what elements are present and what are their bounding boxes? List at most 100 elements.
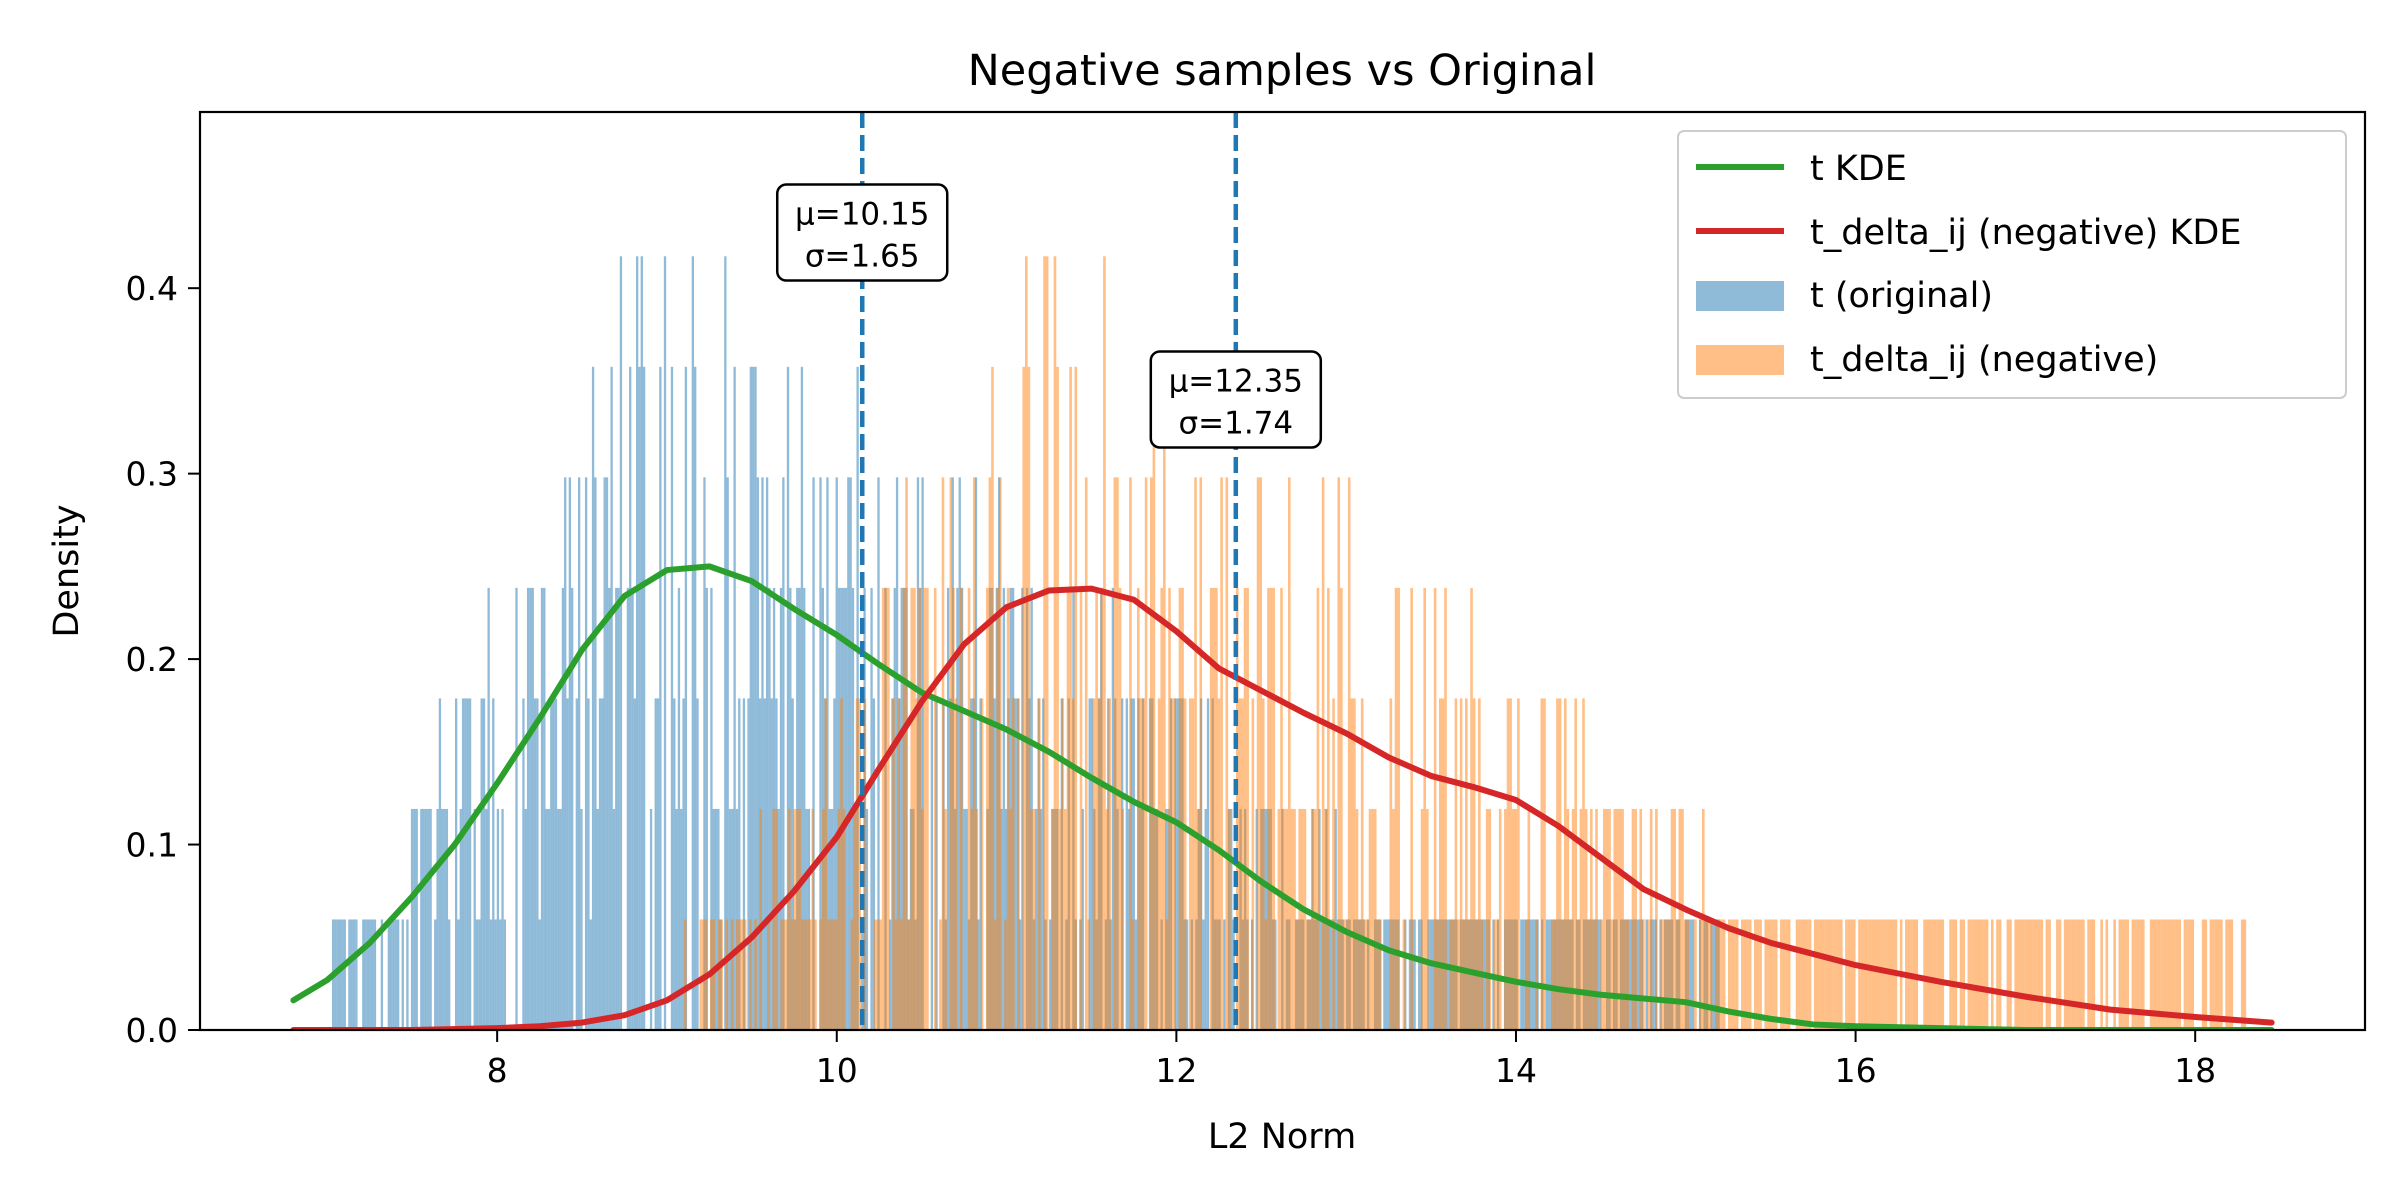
histogram-bar xyxy=(1579,808,1583,1030)
histogram-bar xyxy=(780,919,783,1030)
histogram-bar xyxy=(1613,808,1617,1030)
histogram-bar xyxy=(1767,919,1770,1030)
histogram-bar xyxy=(552,698,555,1030)
histogram-bar xyxy=(605,477,609,1030)
histogram-bar xyxy=(1127,808,1131,1030)
histogram-bar xyxy=(1006,587,1010,1030)
histogram-bar xyxy=(2014,919,2018,1030)
histogram-bar xyxy=(1035,808,1038,1030)
histogram-bar xyxy=(663,256,667,1030)
histogram-bar xyxy=(777,808,780,1030)
histogram-bar xyxy=(1566,808,1570,1030)
histogram-bar xyxy=(842,808,846,1030)
histogram-bar xyxy=(415,808,418,1030)
histogram-bar xyxy=(1293,808,1296,1030)
histogram-bar xyxy=(1176,698,1180,1030)
histogram-bar xyxy=(559,808,562,1030)
histogram-bar xyxy=(1949,919,1952,1030)
histogram-bar xyxy=(1826,919,1830,1030)
histogram-bar xyxy=(434,919,437,1030)
histogram-bar xyxy=(1587,919,1591,1030)
histogram-bar xyxy=(1662,919,1666,1030)
histogram-bar xyxy=(1933,919,1937,1030)
histogram-bar xyxy=(1879,919,1882,1030)
histogram-bar xyxy=(756,477,759,1030)
histogram-bar xyxy=(1116,477,1119,1030)
histogram-bar xyxy=(436,808,439,1030)
histogram-bar xyxy=(2092,919,2096,1030)
histogram-bar xyxy=(524,808,527,1030)
histogram-bar xyxy=(2037,919,2041,1030)
histogram-bar xyxy=(1404,919,1407,1030)
histogram-bar xyxy=(2227,919,2231,1030)
histogram-bar xyxy=(1522,919,1525,1030)
histogram-bar xyxy=(413,808,416,1030)
histogram-bar xyxy=(1081,808,1084,1030)
histogram-bar xyxy=(1212,587,1216,1030)
histogram-bar xyxy=(390,919,393,1030)
histogram-bar xyxy=(2032,919,2036,1030)
histogram-bar xyxy=(1032,808,1036,1030)
histogram-bar xyxy=(1256,477,1260,1030)
histogram-bar xyxy=(1056,366,1059,1030)
histogram-bar xyxy=(1168,587,1171,1030)
histogram-bar xyxy=(1977,919,1981,1030)
histogram-bar xyxy=(1534,919,1537,1030)
histogram-bar xyxy=(1720,919,1723,1030)
histogram-bar xyxy=(1881,919,1885,1030)
histogram-bar xyxy=(575,698,578,1030)
histogram-bar xyxy=(1165,919,1169,1030)
histogram-bar xyxy=(1132,698,1135,1030)
x-tick-label: 18 xyxy=(2174,1051,2216,1090)
histogram-bar xyxy=(1004,919,1007,1030)
legend: t KDE t_delta_ij (negative) KDE t (origi… xyxy=(1677,130,2347,399)
histogram-bar xyxy=(770,698,773,1030)
histogram-bar xyxy=(1439,698,1442,1030)
histogram-bar xyxy=(515,587,518,1030)
histogram-bar xyxy=(1556,698,1559,1030)
histogram-bar xyxy=(656,698,660,1030)
histogram-bar xyxy=(918,587,921,1030)
histogram-bar xyxy=(725,919,729,1030)
histogram-bar xyxy=(996,587,999,1030)
legend-label-t-kde: t KDE xyxy=(1810,149,1907,189)
stats-annotation-mean: μ=12.35 xyxy=(1169,363,1303,399)
histogram-bar xyxy=(1413,919,1416,1030)
histogram-bar xyxy=(1571,808,1575,1030)
histogram-bar xyxy=(892,698,895,1030)
histogram-bar xyxy=(726,477,729,1030)
histogram-bar xyxy=(788,808,791,1030)
histogram-bar xyxy=(536,698,539,1030)
histogram-bar xyxy=(1686,919,1689,1030)
histogram-bar xyxy=(1834,919,1838,1030)
histogram-bar xyxy=(874,919,877,1030)
histogram-bar xyxy=(1363,919,1367,1030)
histogram-bar xyxy=(1355,808,1359,1030)
histogram-bar xyxy=(2139,919,2142,1030)
histogram-bar xyxy=(1722,919,1726,1030)
histogram-bar xyxy=(1595,808,1598,1030)
histogram-t-negative xyxy=(683,256,2247,1030)
histogram-bar xyxy=(1871,919,1874,1030)
axes-layer: 8 10 12 14 16 18 0.0 0.1 0.2 0.3 0.4 xyxy=(126,269,2217,1090)
histogram-bar xyxy=(545,808,548,1030)
histogram-bar xyxy=(1704,919,1708,1030)
histogram-bar xyxy=(2076,919,2080,1030)
histogram-bar xyxy=(1873,919,1877,1030)
histogram-bar xyxy=(1181,587,1184,1030)
histogram-bar xyxy=(457,919,460,1030)
histogram-bar xyxy=(1884,919,1887,1030)
histogram-bar xyxy=(884,587,888,1030)
histogram-bar xyxy=(949,477,953,1030)
histogram-bar xyxy=(1600,919,1604,1030)
histogram-bar xyxy=(1402,919,1406,1030)
histogram-bar xyxy=(2121,919,2124,1030)
histogram-bar xyxy=(812,477,815,1030)
histogram-bar xyxy=(752,366,755,1030)
histogram-bar xyxy=(2100,919,2103,1030)
histogram-bar xyxy=(1105,808,1109,1030)
histogram-bar xyxy=(808,919,812,1030)
histogram-bar xyxy=(501,808,504,1030)
histogram-bar xyxy=(870,587,873,1030)
